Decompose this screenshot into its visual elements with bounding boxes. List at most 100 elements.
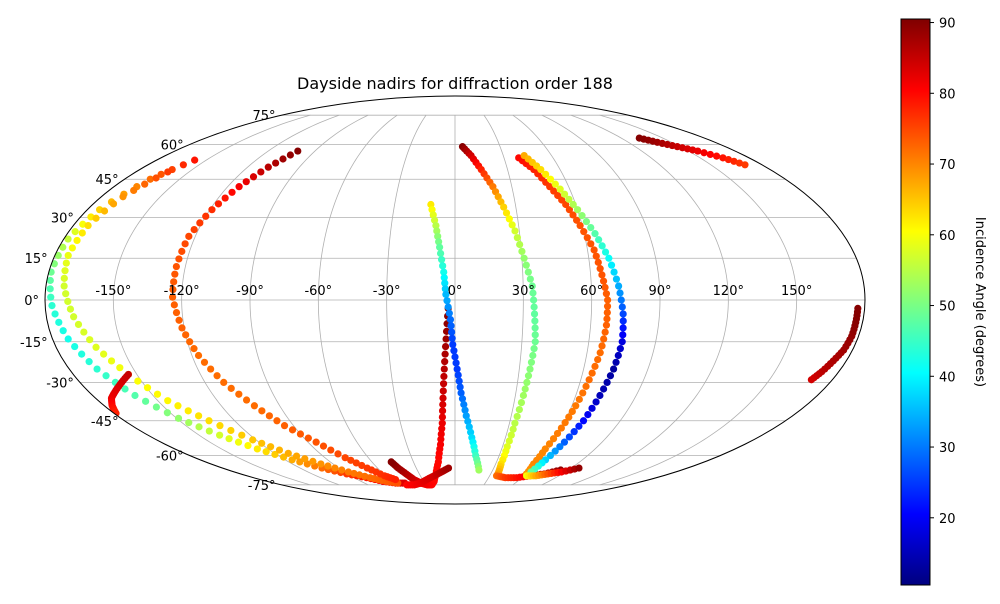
data-point [86, 336, 94, 344]
data-point [516, 240, 524, 249]
longitude-tick-label: -90° [236, 284, 264, 299]
data-point [242, 178, 250, 186]
data-point [700, 149, 708, 157]
data-point [519, 391, 528, 400]
data-point [234, 438, 243, 446]
data-point [515, 405, 523, 414]
data-point [612, 358, 620, 366]
data-point [55, 318, 63, 326]
latitude-tick-label: 75° [252, 109, 275, 124]
data-point [80, 328, 88, 336]
data-point [436, 243, 444, 251]
data-point [446, 315, 455, 324]
data-point [92, 343, 100, 351]
data-point [551, 447, 559, 455]
data-point [164, 168, 172, 176]
chart-title: Dayside nadirs for diffraction order 188 [297, 74, 613, 93]
data-point [505, 437, 513, 445]
data-point [601, 283, 609, 292]
data-point [244, 441, 252, 450]
colorbar: 20 30 40 50 60 70 80 90 Incidence Angle (degree… [900, 17, 987, 586]
data-point [604, 296, 612, 304]
data-point [437, 435, 445, 443]
data-point [531, 324, 539, 332]
data-point [570, 428, 578, 436]
data-point [66, 305, 75, 313]
graticule [45, 114, 865, 486]
colorbar-ticks: 20 30 40 50 60 70 80 90 [930, 17, 956, 527]
data-point [450, 347, 458, 355]
data-point [46, 285, 54, 293]
data-point [526, 365, 534, 373]
data-point [202, 212, 210, 220]
data-point [309, 457, 317, 465]
data-point [294, 147, 302, 155]
data-point [169, 285, 177, 294]
data-point [694, 147, 702, 155]
data-point [235, 390, 243, 398]
data-point [185, 419, 193, 427]
data-point [455, 377, 463, 385]
latitude-tick-label: -45° [91, 415, 119, 430]
data-point [573, 206, 582, 214]
data-point [179, 161, 187, 169]
data-point [588, 369, 596, 377]
data-point [190, 345, 198, 353]
data-point [724, 155, 733, 164]
data-point [84, 221, 92, 230]
data-point [85, 358, 93, 366]
data-point [521, 385, 529, 393]
data-point [185, 232, 193, 240]
data-point [358, 461, 366, 470]
data-point [588, 404, 596, 412]
data-point [141, 180, 149, 188]
data-point [568, 407, 576, 416]
data-point [172, 262, 180, 271]
data-point [170, 301, 178, 309]
colorbar-tick-label: 40 [939, 370, 956, 385]
data-point [221, 194, 229, 202]
colorbar-tick-label: 30 [939, 441, 956, 456]
data-point [713, 152, 721, 160]
latitude-tick-label: 30° [51, 212, 74, 227]
data-point [109, 200, 118, 208]
data-point [47, 293, 55, 301]
data-point [227, 384, 235, 392]
data-point [228, 188, 236, 196]
latitude-tick-labels: 75° 60° 45° 30° 15° 0° -15° -30° -45° -60° -75° [20, 109, 276, 494]
data-point [152, 174, 160, 182]
data-point [205, 427, 213, 435]
data-point [575, 464, 583, 472]
longitude-gridline [112, 114, 311, 486]
data-point [391, 475, 400, 484]
data-point [73, 236, 81, 245]
latitude-tick-label: 15° [25, 252, 48, 267]
data-point [435, 238, 443, 246]
data-point [453, 365, 461, 373]
data-point [64, 335, 72, 343]
data-point [529, 289, 537, 297]
data-point [48, 301, 56, 310]
data-point [603, 308, 611, 317]
latitude-tick-label: -75° [248, 479, 276, 494]
data-point [603, 378, 611, 387]
data-point [475, 466, 483, 474]
data-point [436, 249, 445, 258]
data-point [271, 450, 279, 459]
data-point [598, 271, 606, 279]
data-point [575, 422, 583, 430]
data-point [557, 424, 565, 432]
data-point [448, 328, 456, 336]
data-point [546, 175, 555, 183]
colorbar-tick-label: 50 [939, 300, 956, 315]
data-point [352, 459, 360, 467]
data-point [71, 342, 79, 351]
data-point [62, 259, 70, 267]
data-point [249, 436, 257, 444]
data-point [68, 244, 76, 252]
longitude-tick-label: -150° [95, 284, 131, 299]
data-point [513, 412, 521, 421]
data-point [584, 410, 592, 419]
data-point [587, 240, 595, 248]
data-point [434, 232, 442, 240]
